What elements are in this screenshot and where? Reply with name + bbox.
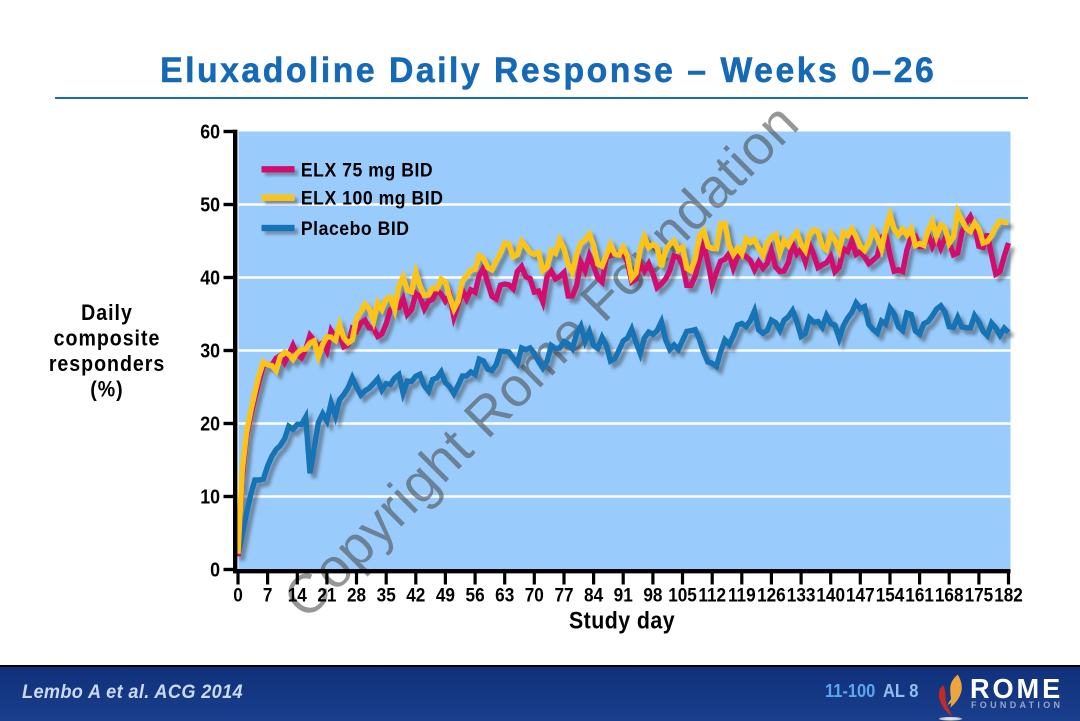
svg-text:91: 91 (614, 584, 633, 606)
svg-text:182: 182 (994, 584, 1023, 606)
svg-text:105: 105 (668, 584, 697, 606)
svg-text:98: 98 (643, 584, 662, 606)
svg-text:70: 70 (525, 584, 544, 606)
svg-text:AL 8: AL 8 (883, 680, 919, 701)
svg-text:63: 63 (495, 584, 514, 606)
svg-text:126: 126 (757, 584, 786, 606)
svg-text:28: 28 (347, 584, 366, 606)
svg-text:119: 119 (728, 584, 756, 606)
svg-text:14: 14 (288, 584, 308, 606)
svg-text:Study day: Study day (569, 606, 675, 633)
svg-text:49: 49 (436, 584, 455, 606)
svg-text:10: 10 (200, 487, 220, 509)
svg-text:ELX 100 mg BID: ELX 100 mg BID (301, 187, 444, 209)
svg-text:21: 21 (317, 584, 336, 606)
svg-text:30: 30 (200, 341, 220, 363)
svg-text:(%): (%) (90, 377, 123, 401)
svg-text:42: 42 (406, 584, 425, 606)
svg-text:Placebo BID: Placebo BID (301, 217, 410, 239)
svg-text:140: 140 (816, 584, 845, 606)
svg-text:11-100: 11-100 (825, 680, 876, 701)
svg-text:168: 168 (935, 584, 964, 606)
svg-text:175: 175 (965, 584, 994, 606)
svg-text:77: 77 (554, 584, 573, 606)
svg-text:133: 133 (787, 584, 816, 606)
svg-text:composite: composite (54, 326, 161, 350)
svg-text:147: 147 (846, 584, 875, 606)
svg-text:60: 60 (200, 122, 220, 144)
svg-text:7: 7 (263, 584, 273, 606)
svg-text:20: 20 (200, 414, 220, 436)
svg-text:40: 40 (200, 268, 220, 290)
svg-text:35: 35 (377, 584, 396, 606)
svg-text:ELX 75 mg BID: ELX 75 mg BID (301, 158, 433, 180)
svg-text:Lembo A et al. ACG 2014: Lembo A et al. ACG 2014 (22, 680, 243, 702)
svg-text:56: 56 (466, 584, 485, 606)
svg-text:0: 0 (233, 584, 243, 606)
svg-text:161: 161 (905, 584, 934, 606)
svg-text:84: 84 (584, 584, 604, 606)
svg-text:50: 50 (200, 195, 220, 217)
svg-text:ROME: ROME (970, 673, 1063, 704)
svg-text:Daily: Daily (81, 301, 133, 325)
svg-text:112: 112 (698, 584, 726, 606)
svg-text:Eluxadoline Daily Response – W: Eluxadoline Daily Response – Weeks 0–26 (160, 51, 936, 90)
svg-text:154: 154 (876, 584, 905, 606)
svg-text:0: 0 (210, 560, 220, 582)
svg-text:responders: responders (49, 352, 165, 376)
svg-text:FOUNDATION: FOUNDATION (971, 700, 1063, 710)
